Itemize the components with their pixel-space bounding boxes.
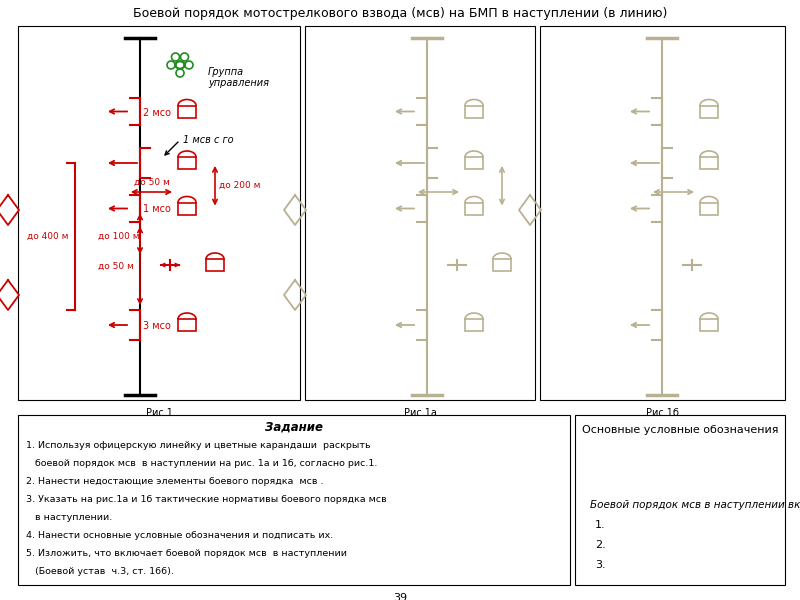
Text: Рис.1а: Рис.1а bbox=[403, 408, 437, 418]
Bar bbox=[305, 26, 535, 400]
Text: Боевой порядок мотострелкового взвода (мсв) на БМП в наступлении (в линию): Боевой порядок мотострелкового взвода (м… bbox=[133, 7, 667, 20]
Text: 3 мсо: 3 мсо bbox=[143, 321, 171, 331]
Bar bbox=[178, 106, 196, 118]
Bar bbox=[178, 319, 196, 331]
Text: 1 мсо: 1 мсо bbox=[143, 205, 171, 214]
Text: 4. Нанести основные условные обозначения и подписать их.: 4. Нанести основные условные обозначения… bbox=[26, 531, 334, 540]
Text: 2.: 2. bbox=[595, 540, 606, 550]
Text: 1 мсв с го: 1 мсв с го bbox=[183, 135, 234, 145]
Bar bbox=[700, 106, 718, 118]
Text: 2. Нанести недостающие элементы боевого порядка  мсв .: 2. Нанести недостающие элементы боевого … bbox=[26, 477, 323, 486]
Text: управления: управления bbox=[208, 78, 269, 88]
Text: 39: 39 bbox=[393, 593, 407, 600]
Text: до 50 м: до 50 м bbox=[134, 178, 170, 187]
Text: 1.: 1. bbox=[595, 520, 606, 530]
Bar bbox=[465, 106, 483, 118]
Text: Рис.1: Рис.1 bbox=[146, 408, 173, 418]
Bar bbox=[465, 319, 483, 331]
Bar bbox=[178, 202, 196, 214]
Bar bbox=[575, 415, 785, 585]
Text: 3. Указать на рис.1а и 1б тактические нормативы боевого порядка мсв: 3. Указать на рис.1а и 1б тактические но… bbox=[26, 495, 386, 504]
Bar bbox=[18, 415, 570, 585]
Bar bbox=[493, 259, 511, 271]
Bar bbox=[206, 259, 224, 271]
Text: боевой порядок мсв  в наступлении на рис. 1а и 1б, согласно рис.1.: боевой порядок мсв в наступлении на рис.… bbox=[26, 459, 378, 468]
Text: Рис.1б: Рис.1б bbox=[646, 408, 679, 418]
Text: в наступлении.: в наступлении. bbox=[26, 513, 112, 522]
Bar bbox=[18, 26, 300, 400]
Text: 2 мсо: 2 мсо bbox=[143, 107, 171, 118]
Text: до 200 м: до 200 м bbox=[219, 181, 261, 190]
Bar bbox=[465, 157, 483, 169]
Text: (Боевой устав  ч.3, ст. 166).: (Боевой устав ч.3, ст. 166). bbox=[26, 567, 174, 576]
Text: до 400 м: до 400 м bbox=[27, 232, 69, 241]
Text: до 50 м: до 50 м bbox=[98, 262, 134, 271]
Text: 5. Изложить, что включает боевой порядок мсв  в наступлении: 5. Изложить, что включает боевой порядок… bbox=[26, 549, 347, 558]
Bar bbox=[540, 26, 785, 400]
Bar bbox=[700, 202, 718, 214]
Bar bbox=[465, 202, 483, 214]
Text: Группа: Группа bbox=[208, 67, 244, 77]
Text: Основные условные обозначения: Основные условные обозначения bbox=[582, 425, 778, 435]
Text: Задание: Задание bbox=[265, 421, 323, 433]
Text: 1. Используя офицерскую линейку и цветные карандаши  раскрыть: 1. Используя офицерскую линейку и цветны… bbox=[26, 441, 370, 450]
Text: Боевой порядок мсв в наступлении включает:: Боевой порядок мсв в наступлении включае… bbox=[590, 500, 800, 510]
Bar bbox=[178, 157, 196, 169]
Bar bbox=[700, 319, 718, 331]
Bar bbox=[700, 157, 718, 169]
Text: 3.: 3. bbox=[595, 560, 606, 570]
Text: до 100 м: до 100 м bbox=[98, 232, 140, 241]
